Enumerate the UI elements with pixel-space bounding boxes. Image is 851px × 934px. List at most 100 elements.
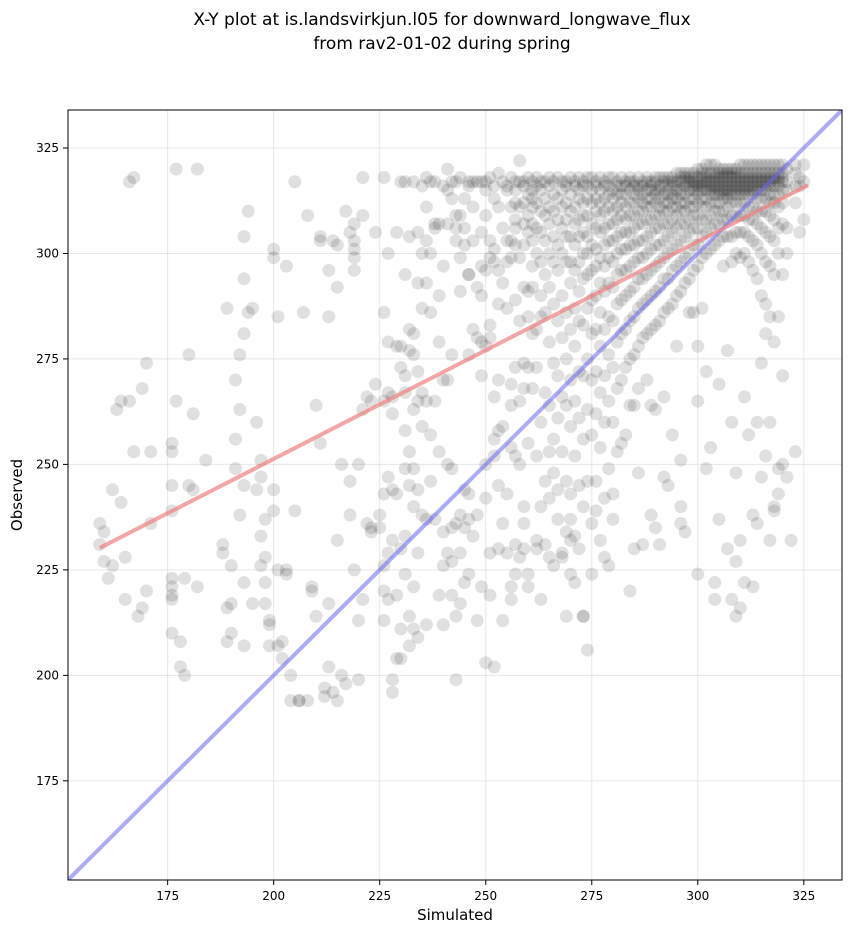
scatter-point [445, 588, 459, 602]
scatter-point [377, 614, 391, 628]
scatter-point [534, 255, 548, 269]
scatter-point [271, 639, 285, 653]
scatter-point [678, 179, 692, 193]
scatter-point [237, 576, 251, 590]
scatter-point [470, 175, 484, 189]
scatter-point [407, 580, 421, 594]
scatter-point [585, 171, 599, 185]
scatter-point [776, 217, 790, 231]
scatter-point [385, 483, 399, 497]
x-tick-label: 175 [156, 889, 179, 903]
scatter-point [653, 208, 667, 222]
scatter-point [725, 179, 739, 193]
scatter-point [504, 251, 518, 265]
scatter-point [614, 293, 628, 307]
scatter-point [657, 306, 671, 320]
scatter-point [165, 580, 179, 594]
scatter-point [572, 183, 586, 197]
one-to-one-line [68, 110, 842, 880]
scatter-point [581, 230, 595, 244]
scatter-point [648, 208, 662, 222]
scatter-point [661, 204, 675, 218]
scatter-point [411, 365, 425, 379]
scatter-point [568, 576, 582, 590]
scatter-point [564, 255, 578, 269]
scatter-point [504, 592, 518, 606]
scatter-point [619, 289, 633, 303]
scatter-point [224, 626, 238, 640]
scatter-point [491, 166, 505, 180]
scatter-point [670, 339, 684, 353]
scatter-point [360, 390, 374, 404]
scatter-point [644, 183, 658, 197]
scatter-point [241, 204, 255, 218]
scatter-point [475, 580, 489, 594]
scatter-point [665, 225, 679, 239]
scatter-point [165, 436, 179, 450]
scatter-point [759, 327, 773, 341]
scatter-point [585, 263, 599, 277]
scatter-point [305, 580, 319, 594]
scatter-point [623, 284, 637, 298]
scatter-point [538, 234, 552, 248]
scatter-point [407, 327, 421, 341]
scatter-point [313, 436, 327, 450]
scatter-point [780, 246, 794, 260]
scatter-point [538, 268, 552, 282]
scatter-point [674, 284, 688, 298]
scatter-point [687, 208, 701, 222]
scatter-point [670, 179, 684, 193]
scatter-point [576, 609, 590, 623]
scatter-point [623, 196, 637, 210]
scatter-point [699, 175, 713, 189]
scatter-point [623, 352, 637, 366]
scatter-point [517, 179, 531, 193]
scatter-point [733, 533, 747, 547]
scatter-point [402, 343, 416, 357]
scatter-point [279, 563, 293, 577]
scatter-point [335, 457, 349, 471]
scatter-point [508, 538, 522, 552]
scatter-point [424, 175, 438, 189]
scatter-point [513, 394, 527, 408]
scatter-point [347, 251, 361, 265]
scatter-point [627, 196, 641, 210]
scatter-point [602, 171, 616, 185]
scatter-point [606, 192, 620, 206]
scatter-point [589, 175, 603, 189]
scatter-point [712, 171, 726, 185]
scatter-point [687, 175, 701, 189]
scatter-point [687, 200, 701, 214]
scatter-point [385, 533, 399, 547]
scatter-point [725, 196, 739, 210]
scatter-point [432, 588, 446, 602]
scatter-point [326, 685, 340, 699]
scatter-point [585, 516, 599, 530]
scatter-point [742, 175, 756, 189]
scatter-point [173, 660, 187, 674]
scatter-point [704, 179, 718, 193]
scatter-point [568, 217, 582, 231]
scatter-point [229, 462, 243, 476]
scatter-point [614, 208, 628, 222]
scatter-point [725, 171, 739, 185]
scatter-point [657, 470, 671, 484]
scatter-point [729, 466, 743, 480]
scatter-point [627, 398, 641, 412]
scatter-point [733, 183, 747, 197]
scatter-point [551, 512, 565, 526]
scatter-point [475, 225, 489, 239]
scatter-point [318, 681, 332, 695]
scatter-point [742, 230, 756, 244]
scatter-point [665, 179, 679, 193]
scatter-point [551, 238, 565, 252]
scatter-point [687, 221, 701, 235]
scatter-point [301, 208, 315, 222]
scatter-point [538, 386, 552, 400]
scatter-point [704, 208, 718, 222]
scatter-point [407, 462, 421, 476]
scatter-point [411, 546, 425, 560]
scatter-point [415, 386, 429, 400]
scatter-point [720, 343, 734, 357]
